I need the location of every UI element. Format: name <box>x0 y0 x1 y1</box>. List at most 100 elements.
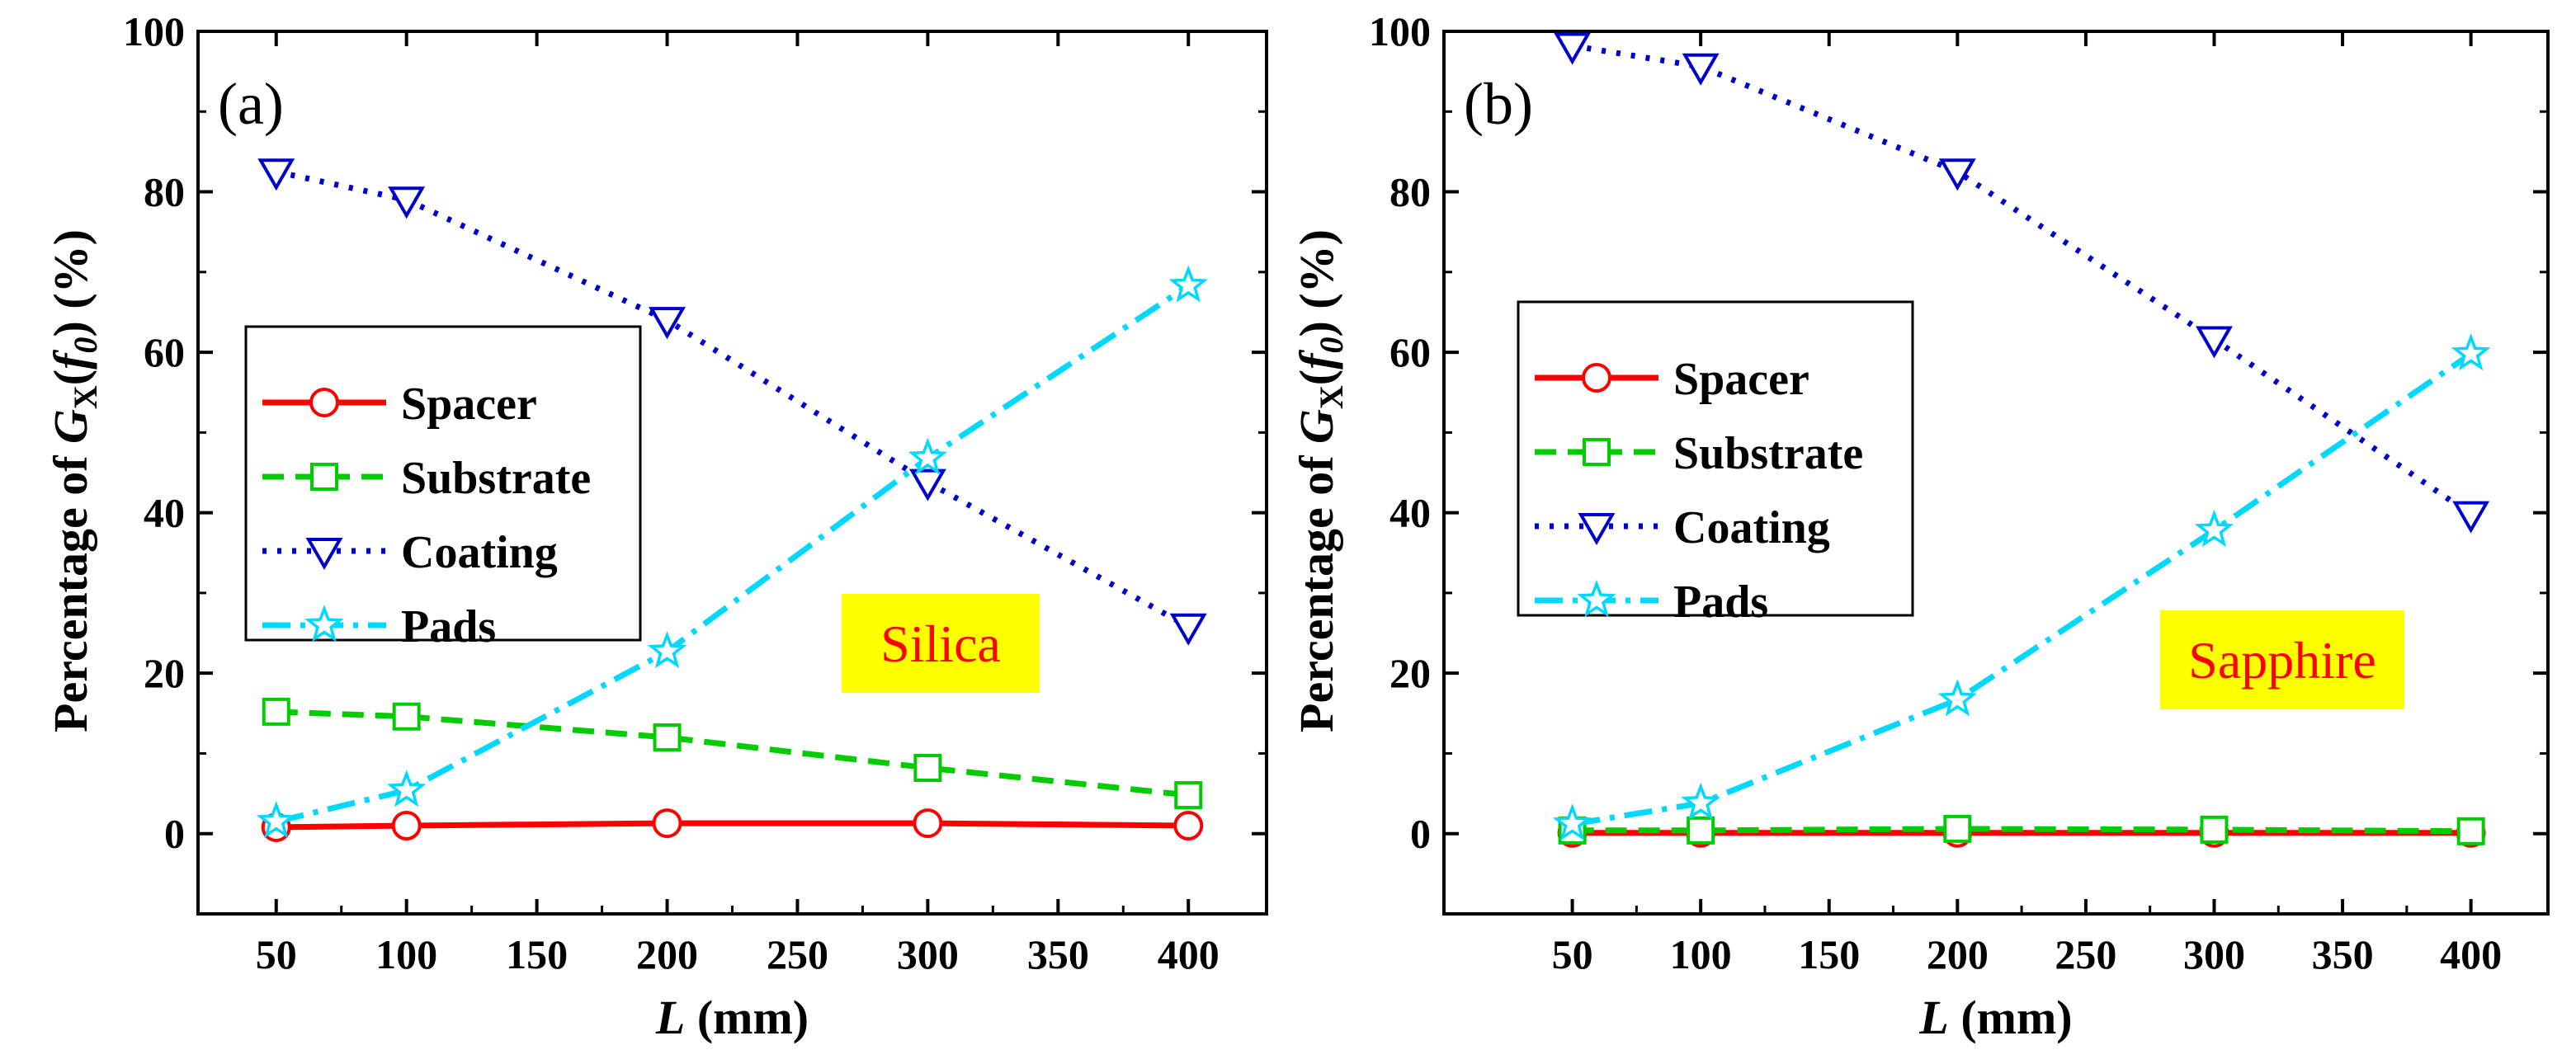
data-point-coating <box>1682 53 1720 86</box>
series-line-pads <box>1572 351 2473 827</box>
data-point-coating <box>649 307 686 340</box>
x-tick-label: 400 <box>2440 931 2502 977</box>
data-point-coating <box>1938 158 1976 191</box>
legend-label-substrate: Substrate <box>401 453 591 504</box>
legend-marker-pads <box>304 605 344 643</box>
material-badge-b: Sapphire <box>2188 631 2376 690</box>
y-tick-label: 100 <box>123 8 185 54</box>
material-badge-bg-b <box>2160 610 2404 709</box>
data-point-pads <box>2194 510 2234 548</box>
data-point-pads <box>257 801 296 839</box>
series-pads-b <box>1552 333 2491 841</box>
data-point-substrate <box>392 702 421 731</box>
x-tick-label: 300 <box>2183 931 2245 977</box>
x-tick-label: 350 <box>2312 931 2374 977</box>
y-tick-label: 0 <box>164 811 185 857</box>
data-point-pads <box>1168 265 1208 303</box>
material-badge-bg-a <box>842 594 1040 693</box>
legend-label-coating: Coating <box>401 527 558 578</box>
x-tick-label: 250 <box>2055 931 2116 977</box>
data-point-coating <box>388 186 426 219</box>
series-coating-b <box>1554 32 2490 534</box>
chart-panel-a: 0 20 40 60 80 100 50 100 150 200 250 300 350 400 L (mm… <box>44 8 1268 1044</box>
y-tick-label: 100 <box>1369 8 1431 54</box>
x-tick-label: 150 <box>506 931 568 977</box>
data-point-spacer <box>652 808 682 839</box>
x-tick-label: 50 <box>1552 931 1593 977</box>
x-axis-label-a: L (mm) <box>655 991 809 1044</box>
x-axis-label-b: L (mm) <box>1918 991 2072 1044</box>
legend-marker-spacer <box>309 388 339 417</box>
x-tick-label: 50 <box>256 931 297 977</box>
series-spacer-a <box>261 808 1204 842</box>
data-point-substrate <box>262 697 290 726</box>
series-substrate-a <box>262 697 1203 810</box>
panel-label-b: (b) <box>1464 71 1533 137</box>
data-point-spacer <box>391 811 422 840</box>
data-point-pads <box>1681 782 1720 820</box>
x-tick-label: 100 <box>375 931 437 977</box>
series-pads-a <box>257 265 1208 839</box>
legend-marker-coating <box>305 538 343 571</box>
legend-label-pads: Pads <box>1673 577 1768 628</box>
legend-label-spacer: Spacer <box>1673 354 1809 405</box>
y-tick-label: 80 <box>144 169 185 215</box>
material-badge-a: Silica <box>880 614 1001 673</box>
data-point-substrate <box>1687 816 1715 845</box>
legend-label-substrate: Substrate <box>1673 428 1863 479</box>
legend-b: Spacer Substrate Coating Pads <box>1517 300 1914 628</box>
data-point-substrate <box>1943 814 1972 843</box>
legend-marker-substrate <box>1583 438 1611 466</box>
x-tick-label: 200 <box>1927 931 1989 977</box>
x-tick-label: 350 <box>1027 931 1089 977</box>
chart-panel-b: 0 20 40 60 80 100 50 100 150 200 250 300 350 400 L (mm… <box>1290 8 2550 1044</box>
data-point-pads <box>1937 679 1977 717</box>
data-point-spacer <box>1173 811 1204 840</box>
y-tick-label: 20 <box>1389 650 1431 696</box>
y-tick-label: 60 <box>1389 329 1431 375</box>
data-point-substrate <box>2456 817 2485 845</box>
data-point-substrate <box>1174 781 1203 810</box>
y-tick-label: 80 <box>1389 169 1431 215</box>
legend-label-coating: Coating <box>1673 502 1830 553</box>
series-substrate-b <box>1558 814 2485 845</box>
y-tick-label: 0 <box>1410 811 1431 857</box>
plot-frame-b <box>1442 30 2550 916</box>
data-point-coating <box>2452 501 2490 534</box>
panel-label-a: (a) <box>218 71 284 137</box>
legend-a: Spacer Substrate Coating Pads <box>244 325 642 652</box>
y-axis-label-b: Percentage of GX(f0) (%) <box>1290 229 1350 732</box>
legend-marker-substrate <box>310 463 338 491</box>
data-point-pads <box>387 770 427 807</box>
data-point-spacer <box>913 808 943 839</box>
data-point-coating <box>2196 326 2233 359</box>
y-axis-label-a: Percentage of GX(f0) (%) <box>44 229 104 732</box>
data-point-pads <box>1552 803 1592 841</box>
legend-marker-spacer <box>1582 363 1611 393</box>
x-tick-label: 400 <box>1158 931 1220 977</box>
legend-marker-pads <box>1577 580 1616 618</box>
legend-label-pads: Pads <box>401 601 496 652</box>
x-tick-label: 250 <box>767 931 828 977</box>
series-line-coating <box>1572 43 2473 517</box>
y-tick-label: 40 <box>1389 490 1431 536</box>
y-tick-label: 20 <box>144 650 185 696</box>
data-point-substrate <box>913 753 942 782</box>
data-point-coating <box>1169 613 1207 646</box>
data-point-coating <box>257 158 295 191</box>
data-point-pads <box>647 630 687 669</box>
x-tick-label: 300 <box>897 931 959 977</box>
series-coating-a <box>257 158 1207 646</box>
legend-marker-coating <box>1578 513 1616 546</box>
data-point-coating <box>1554 32 1592 65</box>
data-point-substrate <box>653 723 682 751</box>
x-tick-label: 100 <box>1670 931 1732 977</box>
y-tick-label: 40 <box>144 490 185 536</box>
legend-label-spacer: Spacer <box>401 379 537 430</box>
series-line-substrate <box>1572 826 2471 835</box>
x-tick-label: 200 <box>636 931 698 977</box>
data-point-pads <box>908 437 948 475</box>
data-point-substrate <box>2200 815 2229 844</box>
y-tick-label: 60 <box>144 329 185 375</box>
